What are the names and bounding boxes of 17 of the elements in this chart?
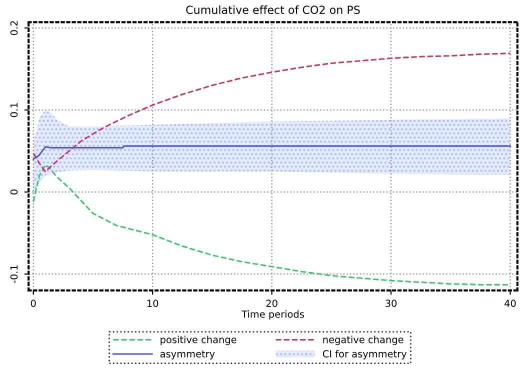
y-tick-label: -0.1	[10, 265, 18, 284]
line-series	[32, 145, 512, 160]
legend-label: negative change	[323, 336, 404, 346]
legend-label: positive change	[160, 336, 236, 346]
chart-title: Cumulative effect of CO2 on PS	[186, 5, 360, 14]
y-tick-label: 0.1	[10, 103, 18, 118]
x-tick-label: 30	[386, 300, 397, 308]
x-tick-label: 40	[504, 300, 516, 308]
x-tick-label: 20	[266, 300, 278, 308]
text: CI for asymmetry	[322, 350, 407, 360]
legend-label: asymmetry	[160, 350, 215, 360]
x-tick-label: 0	[30, 300, 36, 308]
line-series	[32, 52, 512, 172]
y-tick-label: 0.2	[10, 21, 18, 36]
x-axis-title: Time periods	[242, 310, 304, 320]
y-tick-label: 0	[10, 190, 18, 194]
x-tick-label: 10	[147, 300, 158, 308]
